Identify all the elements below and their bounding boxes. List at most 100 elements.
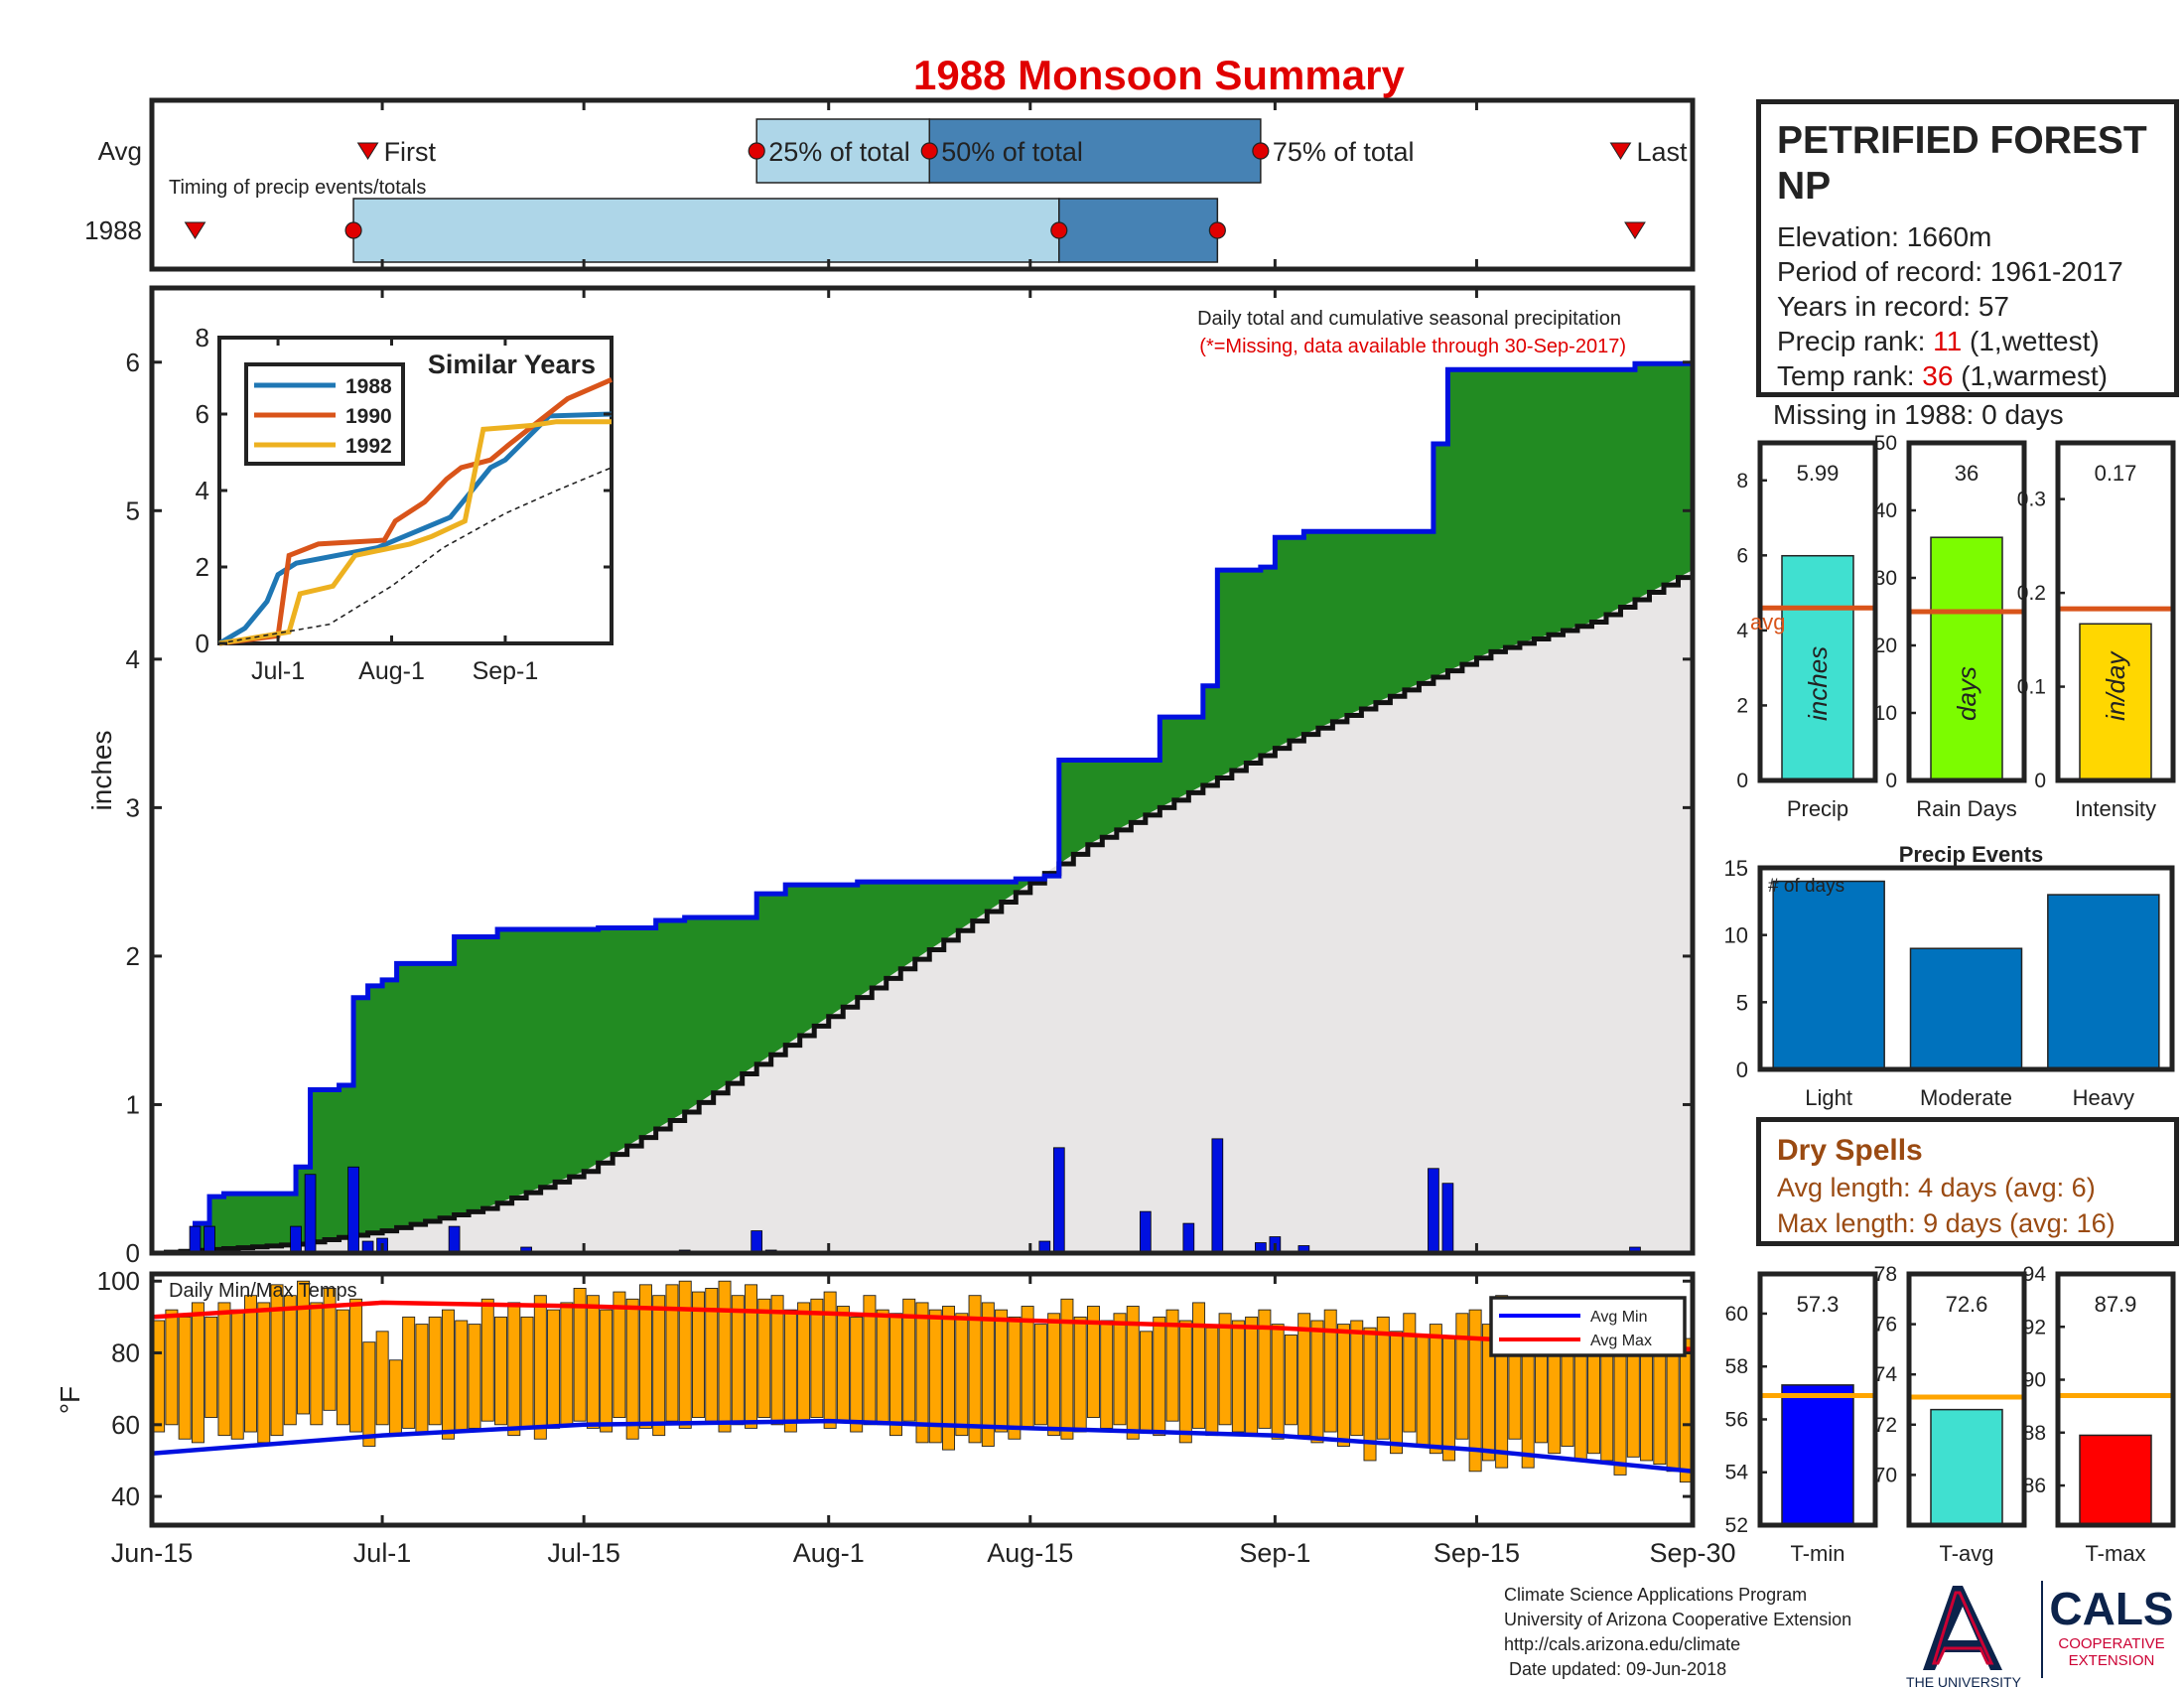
daily-precip-bar xyxy=(304,1174,317,1254)
stat-y-tick-label: 10 xyxy=(1874,702,1897,725)
temp-y-tick-label: 40 xyxy=(111,1481,140,1511)
stat-avg-label: avg xyxy=(1750,610,1785,634)
daily-temp-bar xyxy=(244,1295,257,1433)
university-of-arizona-logo: THE UNIVERSITYOF ARIZONA xyxy=(1906,1586,2022,1688)
daily-temp-bar xyxy=(402,1316,416,1429)
daily-temp-bar xyxy=(1192,1302,1206,1429)
daily-temp-bar xyxy=(968,1295,982,1444)
daily-temp-bar xyxy=(783,1309,797,1433)
daily-precip-bar xyxy=(751,1230,763,1254)
temp-stat-panel-frame xyxy=(1906,1271,2027,1528)
timing-year-p75-marker xyxy=(1208,221,1226,239)
stat-y-tick-label: 0.1 xyxy=(2017,676,2046,699)
precip-y-tick-label: 0 xyxy=(126,1238,140,1268)
daily-temp-bar xyxy=(850,1316,864,1433)
timing-label-last: Last xyxy=(1636,137,1688,167)
date-axis-tick-label: Aug-15 xyxy=(987,1538,1073,1568)
precip-y-tick-label: 2 xyxy=(126,941,140,971)
cumulative-1988-line xyxy=(152,360,1693,1256)
precip-y-axis-label: inches xyxy=(86,731,117,811)
stat-y-tick-label: 0 xyxy=(1885,770,1897,792)
timing-year-q2-bar xyxy=(1058,198,1219,263)
dry-spells-title: Dry Spells xyxy=(1777,1134,1923,1167)
elevation-text: Elevation: 1660m xyxy=(1777,221,1992,252)
stat-y-tick-label: 8 xyxy=(1736,470,1748,492)
stat-bar-intensity xyxy=(2079,623,2152,781)
footer-line3: http://cals.arizona.edu/climate xyxy=(1504,1634,1741,1654)
timing-avg-p75-marker xyxy=(1252,142,1270,160)
station-info-box: PETRIFIED FOREST NP Elevation: 1660m Per… xyxy=(1756,99,2179,397)
daily-precip-bar xyxy=(1428,1168,1439,1254)
daily-temp-bar xyxy=(745,1284,758,1429)
daily-temp-bar xyxy=(1231,1320,1245,1433)
precip-rank-value: 11 xyxy=(1933,326,1963,356)
date-axis-tick-label: Sep-30 xyxy=(1649,1538,1735,1568)
daily-temp-bar xyxy=(1336,1324,1350,1447)
daily-temp-bar xyxy=(1100,1320,1114,1429)
daily-precip-bar xyxy=(189,1225,202,1254)
temp-stat-y-tick-label: 90 xyxy=(2023,1369,2046,1392)
temp-stat-y-tick-label: 70 xyxy=(1874,1464,1897,1486)
timing-avg-p25-marker xyxy=(748,142,765,160)
timing-year-last-marker xyxy=(1624,221,1646,239)
temp-legend-box xyxy=(1489,1296,1687,1357)
inset-series-1988 xyxy=(217,411,613,646)
precip-y-tick-label: 3 xyxy=(126,792,140,822)
footer-line2: University of Arizona Cooperative Extens… xyxy=(1504,1610,1852,1629)
daily-temp-bar xyxy=(1429,1324,1442,1455)
daily-temp-bar xyxy=(1060,1298,1074,1440)
stat-y-tick-label: 0 xyxy=(2034,770,2046,792)
precip-events-frame xyxy=(1757,865,2175,1072)
temp-rank-value: 36 xyxy=(1922,360,1954,391)
daily-temp-bar xyxy=(1140,1331,1153,1433)
footer-line1: Climate Science Applications Program xyxy=(1504,1585,1808,1605)
stat-y-tick-label: 0.2 xyxy=(2017,582,2046,605)
precip-events-bar-moderate xyxy=(1909,947,2023,1070)
daily-temp-bar xyxy=(560,1302,574,1426)
stat-unit-label: days xyxy=(1952,666,1981,721)
date-axis-tick-label: Sep-1 xyxy=(1239,1538,1310,1568)
avg-max-temp-line xyxy=(151,1300,1694,1352)
daily-temp-bar xyxy=(1390,1331,1404,1455)
daily-temp-bar xyxy=(1323,1309,1337,1433)
temp-stat-panel-frame xyxy=(2055,1271,2176,1528)
daily-temp-bar xyxy=(810,1298,824,1419)
daily-temp-bar xyxy=(731,1295,745,1426)
precip-y-tick-label: 4 xyxy=(126,644,140,674)
precip-events-y-tick-label: 5 xyxy=(1736,990,1748,1015)
daily-temp-bar xyxy=(1033,1324,1047,1426)
daily-temp-bar xyxy=(415,1324,429,1433)
precip-events-category-label: Heavy xyxy=(2073,1085,2134,1110)
daily-temp-bar xyxy=(507,1302,521,1437)
daily-temp-bar xyxy=(625,1298,639,1440)
precip-events-y-tick-label: 10 xyxy=(1724,923,1748,948)
cumulative-average-line xyxy=(152,570,1696,1256)
daily-temp-bar xyxy=(1653,1337,1667,1466)
daily-temp-bar xyxy=(928,1309,942,1444)
daily-temp-bar xyxy=(1008,1316,1022,1440)
stat-x-label: Rain Days xyxy=(1916,796,2016,821)
daily-temp-bar xyxy=(1165,1309,1179,1422)
timing-label-p75: 75% of total xyxy=(1273,137,1415,167)
daily-temp-bar xyxy=(441,1309,455,1440)
footer-credits: Climate Science Applications Program Uni… xyxy=(1504,1583,1851,1682)
stat-y-tick-label: 30 xyxy=(1874,567,1897,590)
daily-temp-bar xyxy=(375,1331,389,1426)
daily-temp-bar xyxy=(283,1295,297,1426)
daily-temp-bar xyxy=(520,1316,534,1429)
precip-y-tick-label: 1 xyxy=(126,1089,140,1119)
daily-temp-bar xyxy=(665,1284,679,1422)
daily-temp-bar xyxy=(205,1316,218,1419)
daily-temp-bar xyxy=(455,1320,469,1433)
temp-panel-title: Daily Min/Max Temps xyxy=(169,1280,357,1302)
temp-stat-y-tick-label: 54 xyxy=(1725,1462,1749,1484)
daily-temp-bar xyxy=(480,1298,494,1422)
figure-title: 1988 Monsoon Summary xyxy=(913,52,1405,98)
temp-stat-y-tick-label: 76 xyxy=(1874,1314,1897,1336)
temp-rank-text: Temp rank: 36 (1,warmest) xyxy=(1777,358,2158,393)
inset-average-line xyxy=(218,467,613,644)
daily-temp-bar xyxy=(1363,1327,1377,1462)
daily-temp-bar xyxy=(692,1291,705,1419)
daily-temp-bar xyxy=(1218,1313,1232,1426)
